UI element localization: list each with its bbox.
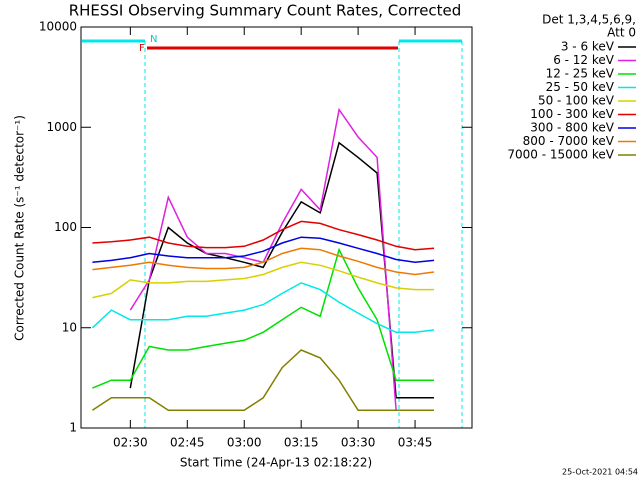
legend-label: 300 - 800 keV [530,121,614,135]
y-tick-label: 10000 [39,20,77,34]
legend-label: 7000 - 15000 keV [507,148,614,162]
series-line [92,247,434,389]
legend-label: 3 - 6 keV [561,40,615,54]
x-tick-label: 03:45 [398,436,433,450]
timestamp: 25-Oct-2021 04:54 [562,468,638,477]
y-axis-label: Corrected Count Rate (s⁻¹ detector⁻¹) [13,115,27,341]
legend-label: 25 - 50 keV [546,80,615,94]
plot-frame [80,26,473,429]
x-tick-label: 03:00 [227,436,262,450]
y-tick-label: 100 [54,220,77,234]
legend-header: Att 0 [607,26,636,40]
series-line [129,107,434,412]
series-line [92,261,434,299]
legend-label: 6 - 12 keV [553,53,615,67]
series-line [92,220,435,251]
series-line [92,247,435,276]
night-label: N [150,34,157,45]
y-tick-label: 1000 [46,120,77,134]
flare-label: F [139,43,145,54]
x-axis-label: Start Time (24-Apr-13 02:18:22) [180,456,372,470]
x-tick-label: 02:45 [170,436,205,450]
legend-label: 800 - 7000 keV [523,134,615,148]
series-line [91,282,435,334]
y-tick-label: 10 [62,320,77,334]
x-tick-label: 02:30 [113,436,148,450]
legend-label: 100 - 300 keV [530,107,614,121]
series-line [92,236,435,264]
chart-title: RHESSI Observing Summary Count Rates, Co… [69,2,462,20]
x-tick-label: 03:15 [284,436,319,450]
legend-label: 12 - 25 keV [546,67,615,81]
legend-header: Det 1,3,4,5,6,9, [542,13,636,27]
x-tick-label: 03:30 [341,436,376,450]
orbit-markers: F N [82,34,463,428]
legend-label: 50 - 100 keV [538,94,615,108]
y-tick-label: 1 [69,421,77,435]
series-line [91,349,434,412]
